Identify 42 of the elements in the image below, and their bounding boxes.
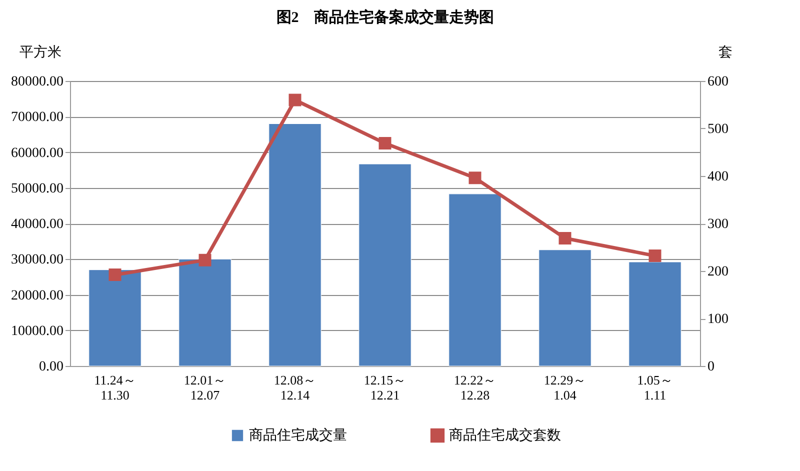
x-tick-label: 12.08～12.14 [274, 372, 316, 402]
y-tick-label: 10000.00 [11, 324, 64, 339]
x-tick-label: 12.15～12.21 [364, 372, 406, 402]
point [558, 232, 572, 244]
bar [538, 250, 592, 366]
y2-tick-label: 100 [708, 312, 728, 327]
y2-tick-label: 400 [708, 170, 728, 184]
bar [268, 124, 322, 366]
y-tick-label: 20000.00 [11, 288, 64, 304]
x-tick-label: 12.01～12.07 [184, 372, 226, 402]
x-tick-label: 1.05～1.11 [637, 372, 673, 402]
y-tick-label: 30000.00 [11, 252, 64, 268]
x-tick-label: 12.29～1.04 [544, 372, 586, 402]
y2-tick-label: 600 [708, 74, 728, 90]
y2-tick-label: 300 [708, 217, 728, 232]
y-tick-label: 40000.00 [11, 217, 64, 232]
bar [628, 262, 682, 366]
legend-label: 商品住宅成交量 [249, 428, 347, 444]
y-axis-title: 平方米 [20, 44, 62, 60]
y-tick-label: 80000.00 [11, 74, 64, 90]
legend-label: 商品住宅成交套数 [449, 428, 561, 444]
bar [358, 164, 412, 366]
point [198, 254, 212, 266]
y2-tick-label: 200 [708, 264, 728, 280]
y-tick-label: 60000.00 [11, 146, 64, 161]
point [468, 172, 482, 184]
bar [448, 194, 502, 366]
y2-axis-title: 套 [718, 44, 732, 60]
bar [178, 258, 232, 366]
point [378, 136, 392, 150]
y-tick-label: 50000.00 [11, 181, 64, 196]
x-tick-label: 12.22～12.28 [454, 372, 496, 402]
bar [88, 270, 142, 366]
y2-tick-label: 500 [708, 122, 728, 137]
y-tick-label: 70000.00 [11, 110, 64, 126]
chart-title: 图2 商品住宅备案成交量走势图 [276, 8, 494, 26]
y-tick-label: 0.00 [39, 360, 64, 374]
point [108, 268, 122, 282]
y2-tick-label: 0 [708, 360, 714, 374]
x-tick-label: 11.24～11.30 [94, 372, 136, 402]
point [648, 250, 662, 262]
point [288, 94, 302, 106]
